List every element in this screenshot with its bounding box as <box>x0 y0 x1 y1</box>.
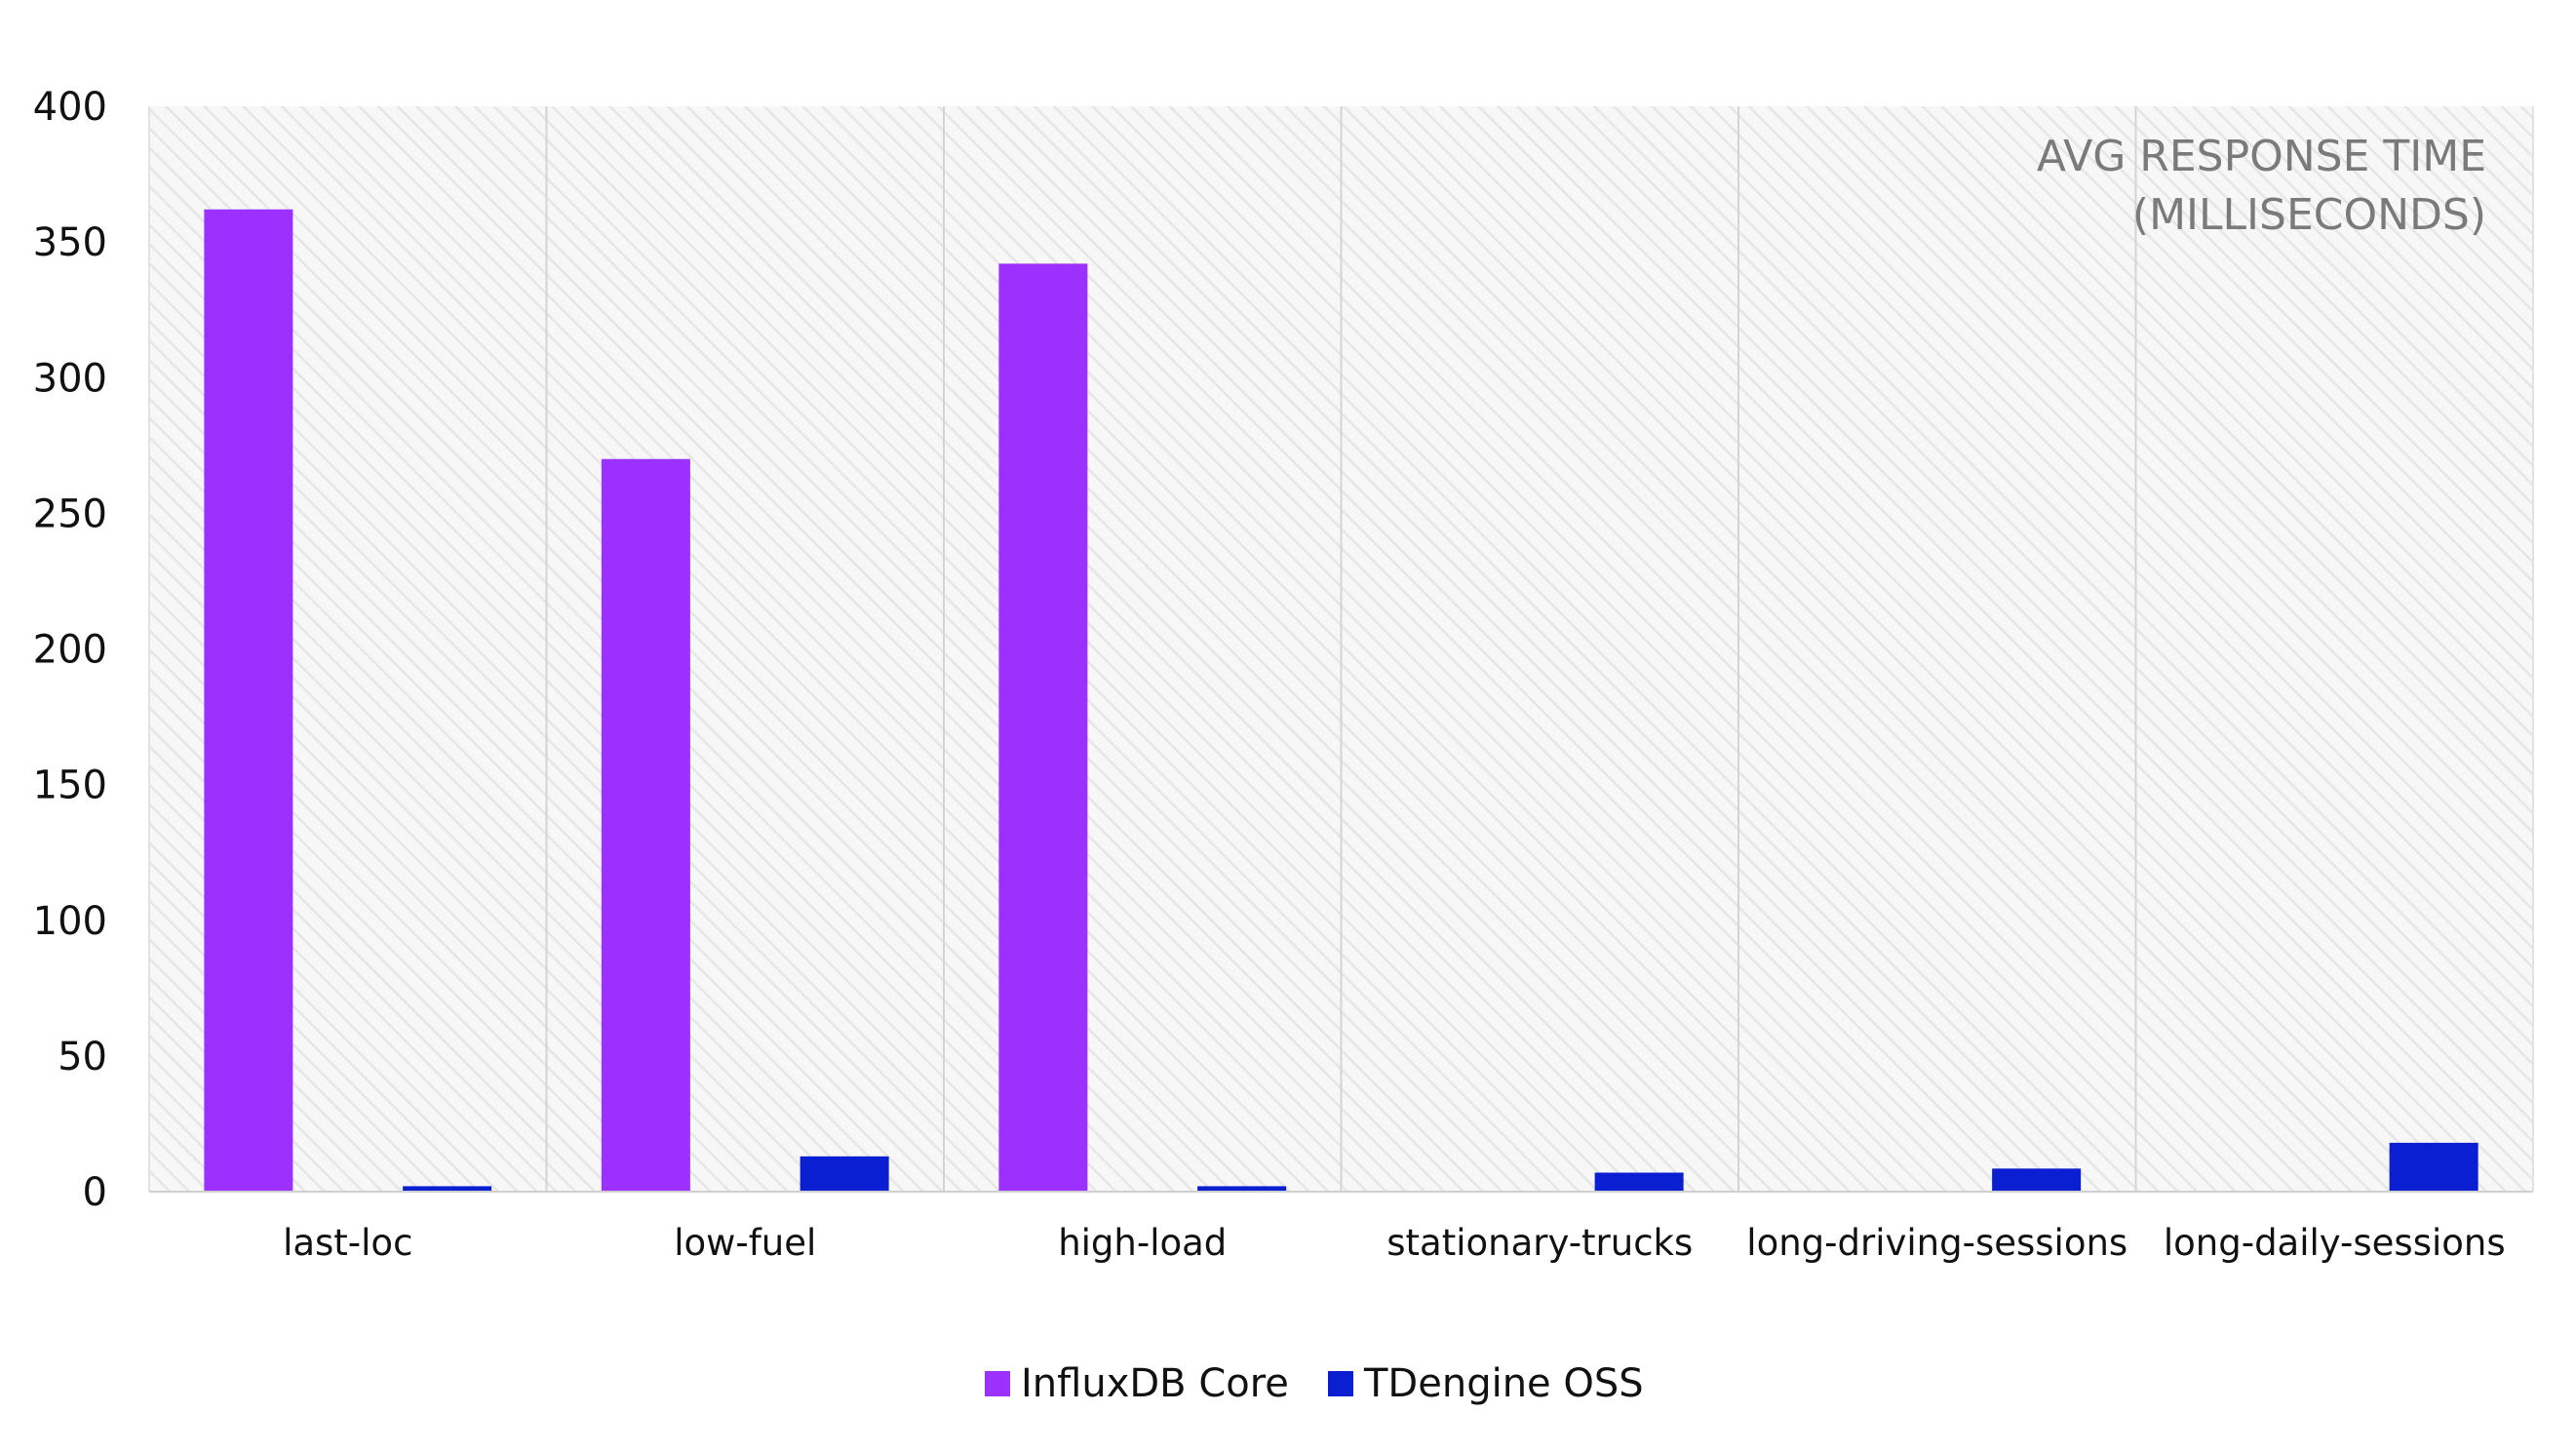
annotation-line: AVG RESPONSE TIME <box>2037 132 2486 181</box>
y-axis-ticks: 0 50 100 150 200 250 300 350 400 <box>33 85 107 1215</box>
legend-swatch <box>985 1371 1010 1396</box>
x-axis-labels: last-loc low-fuel high-load stationary-truc… <box>283 1222 2506 1264</box>
category-separators <box>148 106 2534 1192</box>
y-tick-label: 100 <box>33 899 107 944</box>
y-tick-label: 250 <box>33 491 107 536</box>
y-tick-label: 50 <box>58 1035 107 1079</box>
y-tick-label: 350 <box>33 220 107 265</box>
bars <box>204 209 2478 1193</box>
y-tick-label: 0 <box>83 1170 107 1215</box>
y-tick-label: 400 <box>33 85 107 130</box>
bar-tdengine-low-fuel <box>800 1156 889 1192</box>
x-tick-label: stationary-trucks <box>1386 1222 1693 1264</box>
bar-influxdb-last-loc <box>204 209 293 1193</box>
legend-label: TDengine OSS <box>1363 1361 1644 1406</box>
bar-tdengine-high-load <box>1197 1186 1287 1192</box>
bar-tdengine-long-daily-sessions <box>2389 1142 2478 1192</box>
y-tick-label: 200 <box>33 628 107 673</box>
y-tick-label: 150 <box>33 764 107 808</box>
legend: InfluxDB Core TDengine OSS <box>985 1361 1644 1406</box>
x-tick-label: long-driving-sessions <box>1746 1222 2127 1264</box>
legend-swatch <box>1328 1371 1353 1396</box>
bar-tdengine-stationary-trucks <box>1594 1172 1684 1192</box>
bar-influxdb-low-fuel <box>601 458 690 1193</box>
chart-annotation: AVG RESPONSE TIME (MILLISECONDS) <box>2037 132 2486 240</box>
x-tick-label: high-load <box>1058 1222 1227 1264</box>
x-tick-label: long-daily-sessions <box>2164 1222 2506 1264</box>
y-tick-label: 300 <box>33 356 107 401</box>
bar-tdengine-last-loc <box>403 1186 492 1192</box>
bar-influxdb-high-load <box>998 263 1088 1192</box>
x-tick-label: last-loc <box>283 1222 412 1264</box>
annotation-line: (MILLISECONDS) <box>2132 190 2486 240</box>
legend-label: InfluxDB Core <box>1021 1361 1289 1406</box>
bar-tdengine-long-driving-sessions <box>1992 1168 2082 1192</box>
x-tick-label: low-fuel <box>674 1222 816 1264</box>
